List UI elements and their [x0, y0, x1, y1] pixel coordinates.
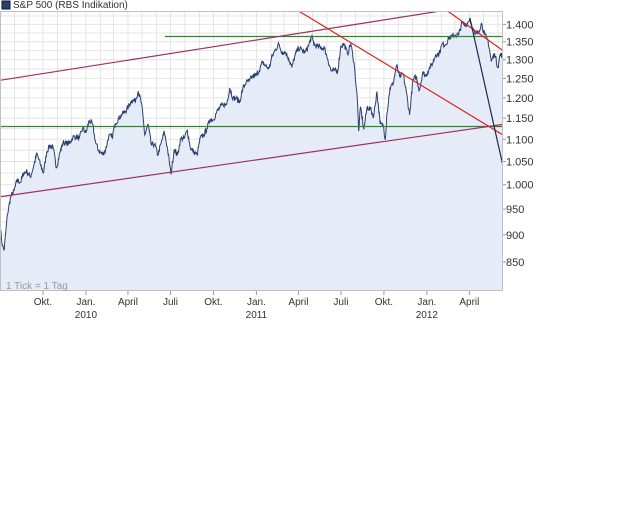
x-tick-label: Juli [333, 297, 348, 308]
y-tick-label: 900 [506, 230, 524, 242]
x-tick-label: Jan. [76, 297, 95, 308]
x-year-label: 2010 [75, 310, 98, 321]
horizontal-lines [0, 35, 503, 128]
trend-line [446, 11, 503, 52]
trend-line [469, 17, 503, 167]
x-tick-label: April [288, 297, 308, 308]
y-tick-label: 1.200 [506, 93, 534, 105]
x-year-label: 2012 [416, 310, 439, 321]
x-tick-label: April [459, 297, 479, 308]
x-tick-label: Jan. [417, 297, 436, 308]
y-tick-label: 1.250 [506, 73, 534, 85]
y-tick-label: 1.100 [506, 134, 534, 146]
y-axis: 850 900 950 1.000 1.050 1.100 1.150 1.200 1.250 1… [503, 19, 534, 269]
y-tick-label: 1.150 [506, 113, 534, 125]
x-tick-label: Juli [163, 297, 178, 308]
x-tick-label: Okt. [34, 297, 52, 308]
trend-lines [0, 11, 503, 198]
y-tick-label: 950 [506, 204, 524, 216]
x-tick-label: Jan. [247, 297, 266, 308]
x-axis: Okt. Jan. 2010 April Juli Okt. Jan. 2011 April Ju… [34, 291, 479, 321]
y-tick-label: 1.300 [506, 55, 534, 67]
y-tick-label: 1.400 [506, 19, 534, 31]
y-tick-label: 1.000 [506, 180, 534, 192]
trend-line [0, 11, 445, 81]
plot-border [0, 11, 503, 291]
y-tick-label: 1.050 [506, 156, 534, 168]
chart-title: S&P 500 (RBS Indikation) [13, 0, 128, 11]
legend-swatch [1, 0, 11, 10]
price-line [0, 17, 503, 251]
price-area [0, 18, 503, 291]
x-tick-label: April [118, 297, 138, 308]
y-tick-label: 850 [506, 257, 524, 269]
x-tick-label: Okt. [204, 297, 222, 308]
x-year-label: 2011 [246, 310, 268, 321]
tick-note: 1 Tick = 1 Tag [6, 281, 68, 292]
trend-line [0, 123, 503, 198]
y-tick-label: 1.350 [506, 37, 534, 49]
x-tick-label: Okt. [375, 297, 393, 308]
trend-line [297, 11, 503, 136]
